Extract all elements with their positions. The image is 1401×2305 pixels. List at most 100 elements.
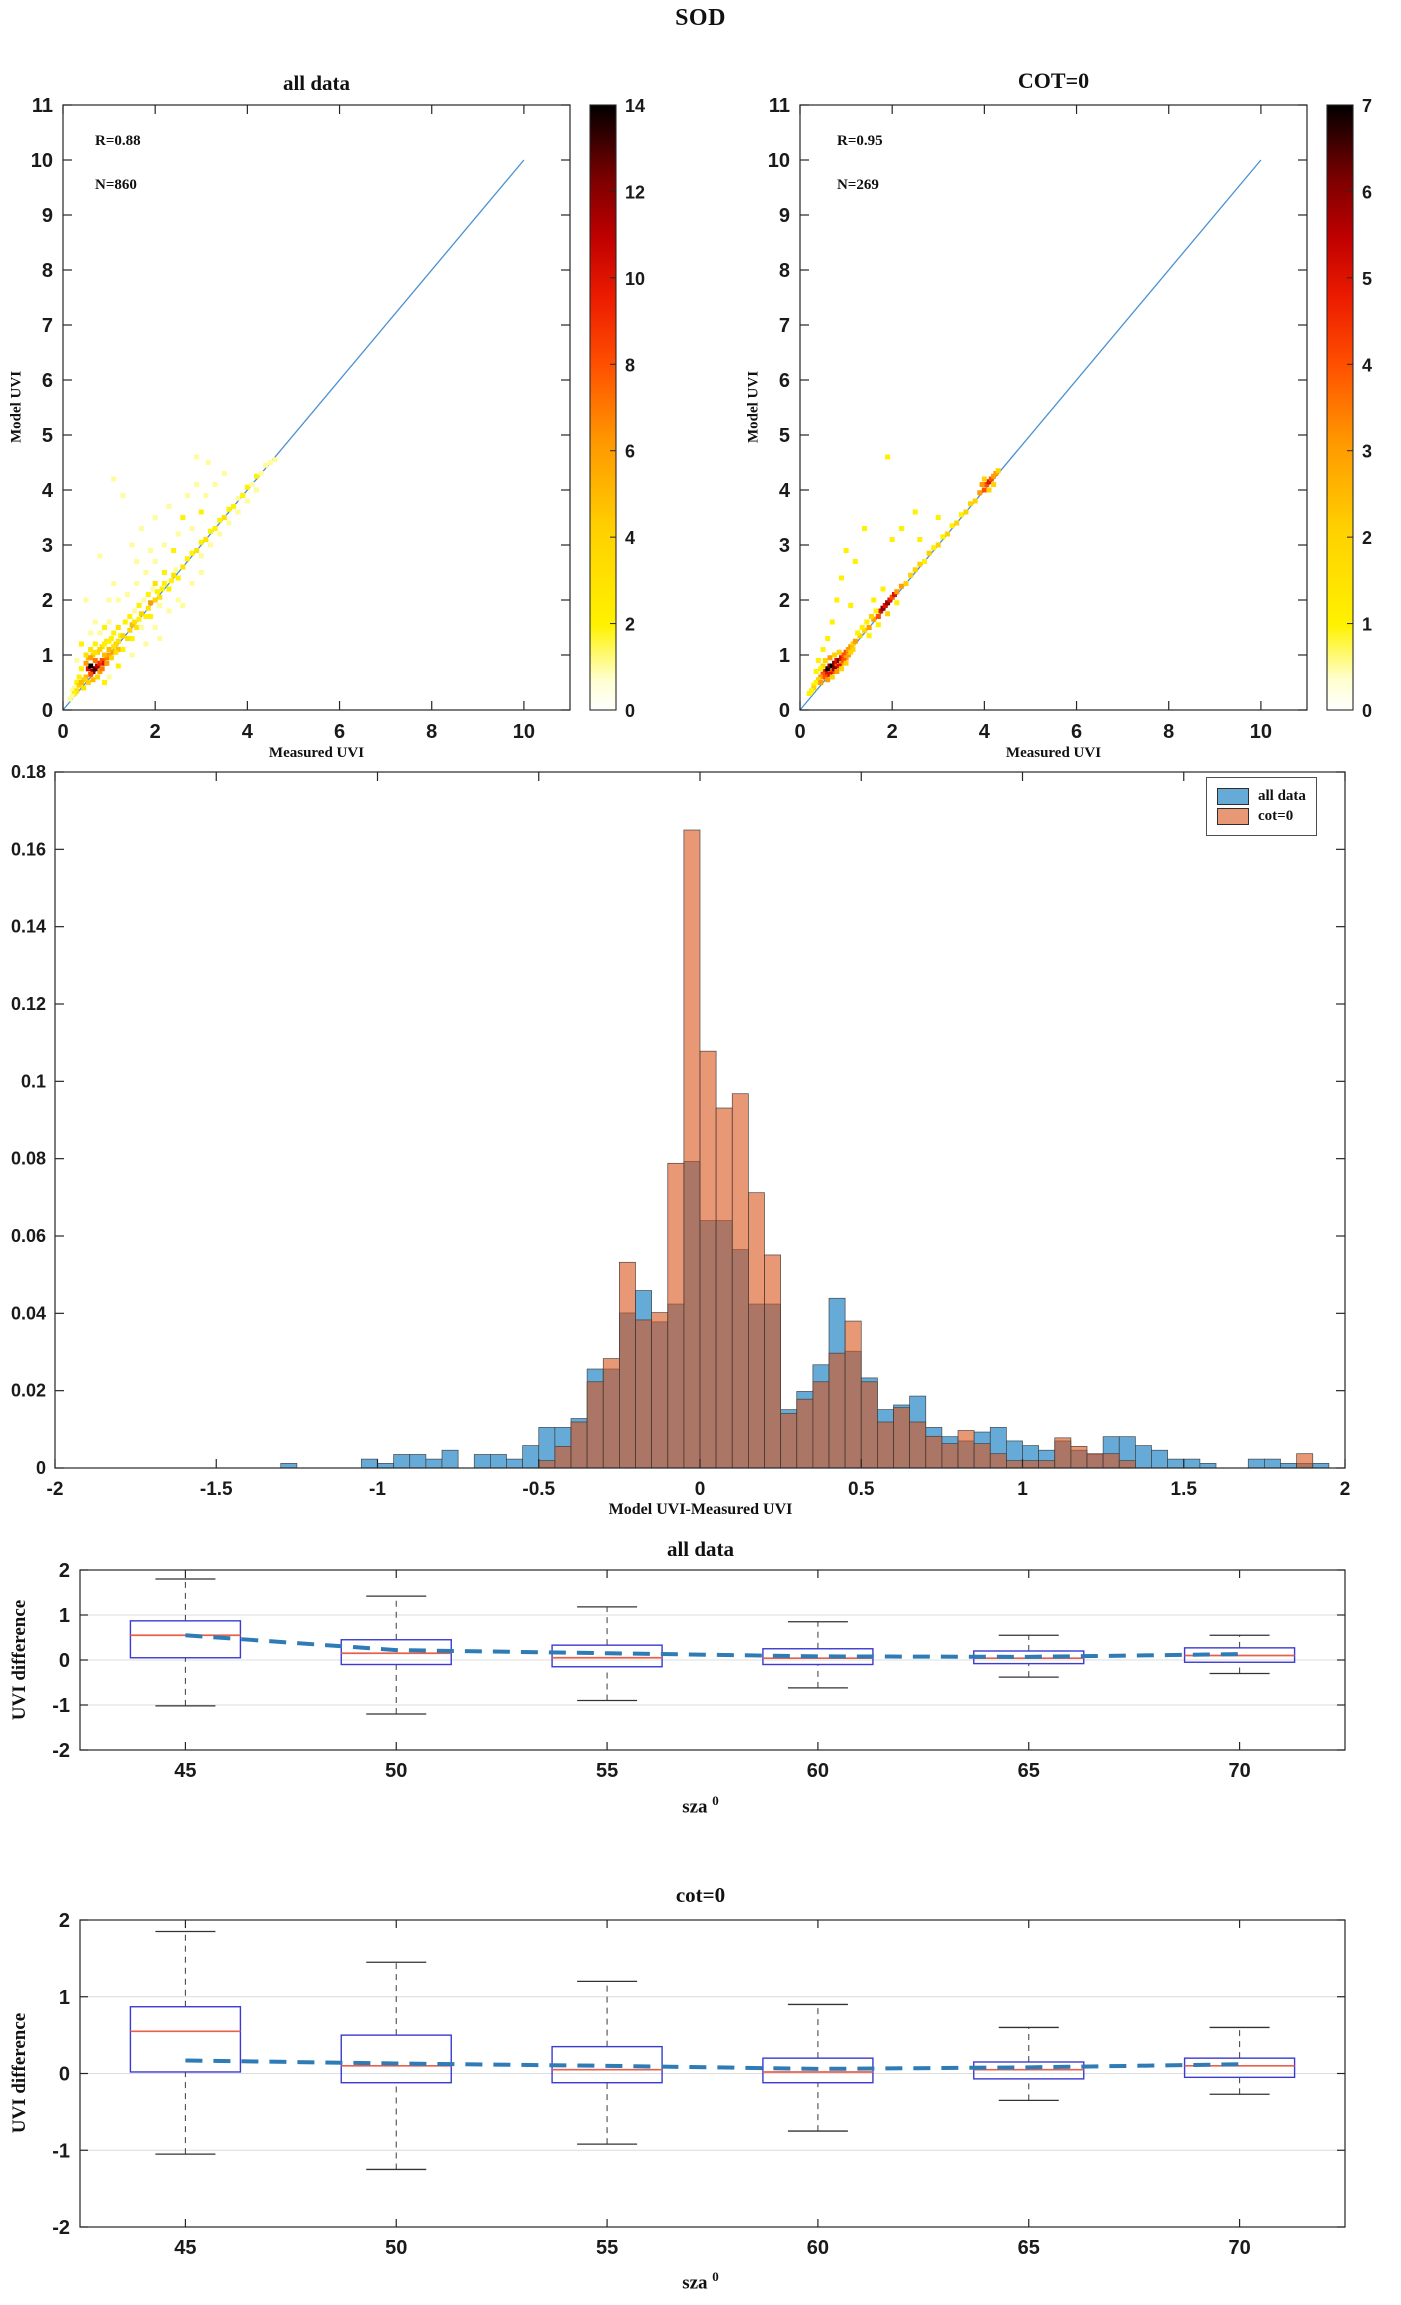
svg-text:1.5: 1.5 <box>1171 1479 1198 1500</box>
svg-text:0: 0 <box>695 1479 706 1500</box>
svg-text:5: 5 <box>1362 269 1372 289</box>
svg-text:0: 0 <box>779 700 790 722</box>
svg-text:0.14: 0.14 <box>11 917 46 937</box>
svg-text:10: 10 <box>768 150 790 172</box>
svg-text:6: 6 <box>1071 721 1082 743</box>
scatter-panel-alldata: 0 2 4 6 8 10 0 1 2 3 4 5 6 7 8 9 10 11 0 2 4 6 8 10 12 14 all dat… <box>0 55 700 765</box>
svg-text:10: 10 <box>31 150 53 172</box>
svg-text:1: 1 <box>59 1605 70 1627</box>
svg-text:3: 3 <box>1362 442 1372 462</box>
colorbar-ticks: 0 2 4 6 8 10 12 14 <box>610 96 645 721</box>
svg-text:8: 8 <box>426 721 437 743</box>
svg-text:0.04: 0.04 <box>11 1303 46 1323</box>
svg-text:5: 5 <box>779 425 790 447</box>
scatter-panel-cot0: 0 2 4 6 8 10 0 1 2 3 4 5 6 7 8 9 10 11 0 1 2 3 4 5 6 7 COT=0 R=0.… <box>700 55 1400 765</box>
svg-text:0.18: 0.18 <box>11 765 46 782</box>
svg-text:1: 1 <box>1017 1479 1028 1500</box>
svg-text:-1: -1 <box>369 1479 386 1500</box>
svg-text:-0.5: -0.5 <box>522 1479 555 1500</box>
svg-text:8: 8 <box>625 355 635 375</box>
svg-text:3: 3 <box>779 535 790 557</box>
svg-text:4: 4 <box>779 480 791 502</box>
svg-text:4: 4 <box>979 721 991 743</box>
svg-text:70: 70 <box>1228 1760 1250 1782</box>
sza-label: sza <box>682 1796 708 1818</box>
y-axis-label: UVI difference <box>9 1599 30 1721</box>
sza-superscript: 0 <box>712 1793 719 1808</box>
histogram-canvas: -2 -1.5 -1 -0.5 0 0.5 1 1.5 2 0 0.02 0.04 0.06 0.08 0.… <box>11 765 1350 1500</box>
boxplot-alldata-title: all data <box>666 1537 735 1561</box>
x-axis-label: Measured UVI <box>1005 745 1102 761</box>
legend-swatch-cot0 <box>1217 808 1249 825</box>
svg-text:7: 7 <box>1362 96 1372 116</box>
colorbar <box>589 104 617 711</box>
svg-text:0.16: 0.16 <box>11 839 46 859</box>
annotation-r: R=0.95 <box>837 133 883 149</box>
annotation-n: N=860 <box>95 177 137 193</box>
svg-text:0.5: 0.5 <box>848 1479 875 1500</box>
svg-text:14: 14 <box>625 96 645 116</box>
axis-ticks: 0 2 4 6 8 10 0 1 2 3 4 5 6 7 8 9 10 11 <box>31 95 570 743</box>
svg-text:3: 3 <box>42 535 53 557</box>
svg-text:55: 55 <box>596 1760 618 1782</box>
svg-text:11: 11 <box>769 95 790 117</box>
svg-text:10: 10 <box>625 269 645 289</box>
annotation-n: N=269 <box>837 177 879 193</box>
legend: all data cot=0 <box>1206 777 1317 836</box>
bars-cot-0 <box>538 829 1314 1469</box>
scatter-alldata-title: all data <box>282 71 351 95</box>
density-points <box>806 454 1001 696</box>
svg-text:2: 2 <box>1340 1479 1351 1500</box>
legend-label-cot0: cot=0 <box>1258 808 1294 824</box>
svg-text:50: 50 <box>385 2237 407 2259</box>
axis-ticks: -2 -1.5 -1 -0.5 0 0.5 1 1.5 2 0 0.02 0.04 0.06 0.08 0.… <box>11 765 1350 1500</box>
svg-text:1: 1 <box>42 645 53 667</box>
svg-text:-1.5: -1.5 <box>200 1479 233 1500</box>
legend-item-cot0: cot=0 <box>1217 808 1306 825</box>
svg-text:0.02: 0.02 <box>11 1381 46 1401</box>
svg-text:2: 2 <box>59 1560 70 1582</box>
svg-text:70: 70 <box>1228 2237 1250 2259</box>
svg-text:-2: -2 <box>52 2217 70 2239</box>
svg-text:45: 45 <box>174 2237 196 2259</box>
svg-text:2: 2 <box>42 590 53 612</box>
svg-text:7: 7 <box>42 315 53 337</box>
annotation-r: R=0.88 <box>95 133 141 149</box>
figure-title: SOD <box>675 5 726 31</box>
svg-text:0: 0 <box>1362 701 1372 721</box>
scatter-cot0-title: COT=0 <box>1017 68 1090 93</box>
colorbar-ticks: 0 1 2 3 4 5 6 7 <box>1347 96 1372 721</box>
svg-text:0.1: 0.1 <box>21 1071 46 1091</box>
svg-text:60: 60 <box>807 2237 829 2259</box>
svg-text:4: 4 <box>42 480 54 502</box>
svg-text:2: 2 <box>1362 528 1372 548</box>
boxplot-cot0-canvas: 45 50 55 60 65 70 -2 -1 0 1 2 <box>52 1910 1346 2259</box>
svg-text:2: 2 <box>779 590 790 612</box>
x-axis-label: Model UVI-Measured UVI <box>608 1501 793 1518</box>
boxes <box>129 1578 1296 1715</box>
gridlines <box>80 1996 1345 2151</box>
svg-text:50: 50 <box>385 1760 407 1782</box>
svg-text:2: 2 <box>59 1910 70 1932</box>
svg-text:6: 6 <box>334 721 345 743</box>
y-axis-label: UVI difference <box>9 2012 30 2134</box>
legend-swatch-alldata <box>1217 788 1249 805</box>
svg-text:2: 2 <box>887 721 898 743</box>
boxplot-panel-cot0: cot=0 45 50 55 60 65 70 -2 -1 0 1 2 UVI difference… <box>0 1875 1401 2305</box>
svg-text:12: 12 <box>625 182 645 202</box>
axes-box <box>799 104 1308 711</box>
sza-superscript: 0 <box>712 2269 719 2284</box>
svg-text:-2: -2 <box>47 1479 64 1500</box>
x-axis-label: sza 0 <box>0 2269 1401 2294</box>
svg-text:65: 65 <box>1018 1760 1040 1782</box>
boxplot-panel-alldata: all data 45 50 55 60 65 70 -2 -1 0 1 2 UVI differe… <box>0 1535 1401 1840</box>
identity-line <box>62 159 525 711</box>
legend-label-alldata: all data <box>1258 788 1306 804</box>
y-axis-label: Model UVI <box>8 370 25 444</box>
svg-text:4: 4 <box>625 528 635 548</box>
svg-text:45: 45 <box>174 1760 196 1782</box>
svg-text:0.12: 0.12 <box>11 994 46 1014</box>
svg-text:0.06: 0.06 <box>11 1226 46 1246</box>
